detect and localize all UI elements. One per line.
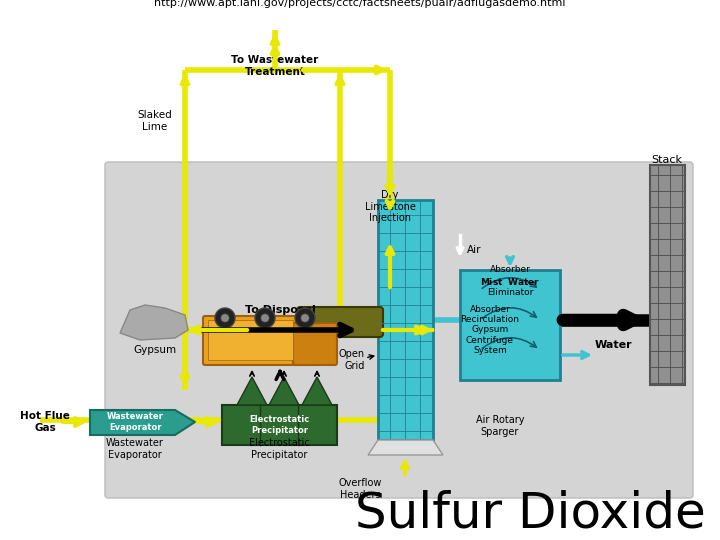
Text: Sulfur Dioxide
Control: Sulfur Dioxide Control bbox=[355, 490, 706, 540]
Circle shape bbox=[301, 314, 309, 322]
Bar bbox=[650, 165, 685, 385]
Text: Absorber
$\bf{Mist\ \ Water}$
Eliminator: Absorber $\bf{Mist\ \ Water}$ Eliminator bbox=[480, 265, 540, 297]
Text: Wastewater
Evaporator: Wastewater Evaporator bbox=[106, 438, 164, 460]
Polygon shape bbox=[368, 440, 443, 455]
Text: Air: Air bbox=[467, 245, 482, 255]
FancyBboxPatch shape bbox=[293, 323, 337, 365]
Text: Open
Grid: Open Grid bbox=[339, 349, 365, 371]
Circle shape bbox=[221, 314, 229, 322]
Circle shape bbox=[215, 308, 235, 328]
Text: Gypsum: Gypsum bbox=[133, 345, 176, 355]
Polygon shape bbox=[90, 410, 195, 435]
Text: Stack: Stack bbox=[652, 155, 683, 165]
Text: Hot Flue
Gas: Hot Flue Gas bbox=[20, 411, 70, 433]
Polygon shape bbox=[269, 377, 299, 405]
Text: To Disposal: To Disposal bbox=[245, 305, 315, 315]
Text: Electrostatic
Precipitator: Electrostatic Precipitator bbox=[249, 438, 310, 460]
FancyBboxPatch shape bbox=[203, 316, 317, 365]
Circle shape bbox=[255, 308, 275, 328]
Bar bbox=[460, 270, 560, 380]
Bar bbox=[208, 320, 293, 360]
Text: Overflow
Headers: Overflow Headers bbox=[338, 478, 382, 500]
Text: Electrostatic
Precipitator: Electrostatic Precipitator bbox=[249, 415, 310, 435]
Circle shape bbox=[295, 308, 315, 328]
FancyBboxPatch shape bbox=[105, 162, 693, 498]
Polygon shape bbox=[302, 377, 332, 405]
Circle shape bbox=[261, 314, 269, 322]
Text: Absorber
Recirculation
Gypsum
Centrifuge
System: Absorber Recirculation Gypsum Centrifuge… bbox=[461, 305, 520, 355]
Text: To Wastewater
Treatment: To Wastewater Treatment bbox=[231, 55, 319, 77]
Text: Slaked
Lime: Slaked Lime bbox=[138, 110, 172, 132]
Text: http://www.apt.lanl.gov/projects/cctc/factsheets/puair/adflugasdemo.html: http://www.apt.lanl.gov/projects/cctc/fa… bbox=[154, 0, 566, 8]
Bar bbox=[378, 200, 433, 440]
Polygon shape bbox=[237, 377, 267, 405]
Text: Wastewater
Evaporator: Wastewater Evaporator bbox=[107, 413, 163, 431]
Text: Air Rotary
Sparger: Air Rotary Sparger bbox=[476, 415, 524, 437]
FancyBboxPatch shape bbox=[297, 307, 383, 337]
Text: Water: Water bbox=[595, 340, 633, 350]
Text: Dry
Limestone
Injection: Dry Limestone Injection bbox=[364, 190, 415, 223]
Bar bbox=[222, 405, 337, 445]
Polygon shape bbox=[120, 305, 188, 340]
